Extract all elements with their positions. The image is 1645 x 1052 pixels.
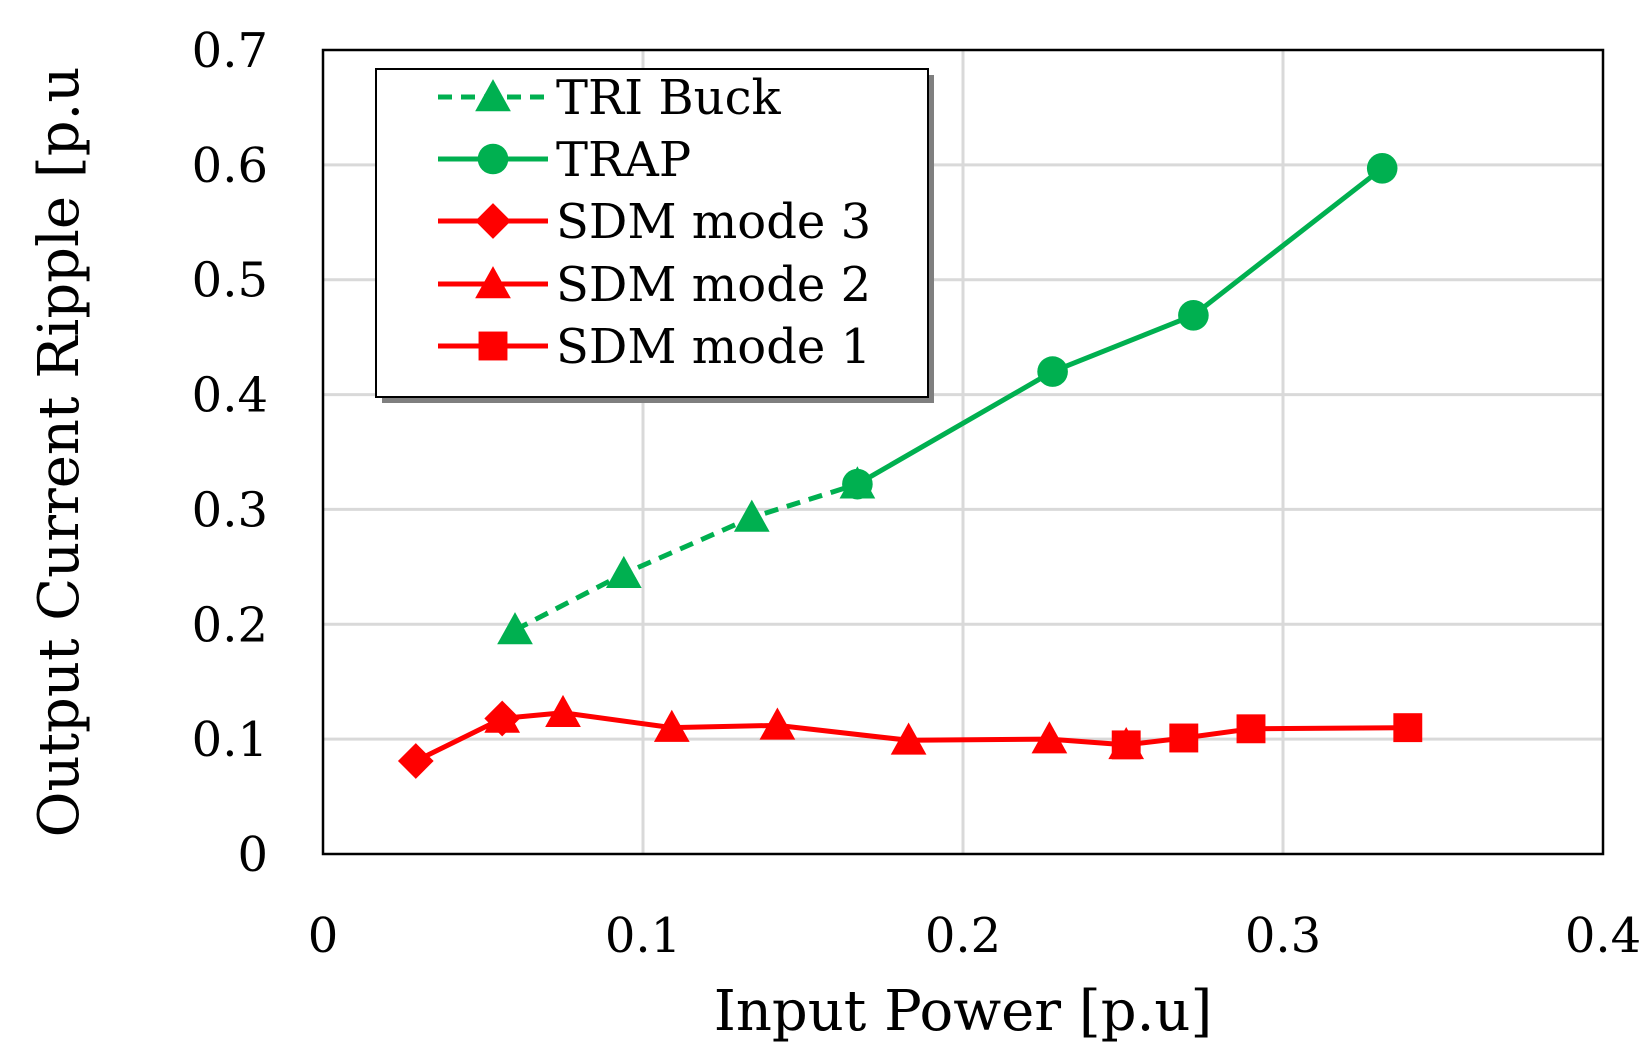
legend-item-trap: TRAP xyxy=(438,132,691,188)
data-point xyxy=(497,612,533,645)
plot-area xyxy=(321,48,1605,856)
series-trap xyxy=(842,153,1398,500)
x-tick-label: 0.3 xyxy=(1245,908,1321,964)
data-point xyxy=(1111,730,1141,760)
legend-label: SDM mode 2 xyxy=(556,257,871,313)
data-point xyxy=(1031,721,1068,754)
data-point xyxy=(1236,714,1266,744)
data-point xyxy=(1169,723,1199,753)
x-axis-title: Input Power [p.u] xyxy=(714,979,1213,1044)
legend-box xyxy=(375,68,929,398)
data-point xyxy=(397,743,434,779)
data-point xyxy=(1178,300,1209,331)
data-point xyxy=(545,694,581,728)
data-point xyxy=(653,709,690,742)
legend-item-tri-buck: TRI Buck xyxy=(438,70,781,126)
y-tick-label: 0.6 xyxy=(192,138,268,194)
data-point xyxy=(759,707,796,740)
data-point xyxy=(842,468,873,500)
legend-label: SDM mode 3 xyxy=(556,194,871,250)
y-tick-label: 0.7 xyxy=(192,23,268,79)
y-tick-label: 0.3 xyxy=(192,482,268,538)
legend-marker xyxy=(475,266,511,299)
legend-item-sdm-mode-1: SDM mode 1 xyxy=(438,319,871,375)
data-point xyxy=(484,700,521,733)
data-point xyxy=(1037,356,1068,387)
tick-labels: 0 0.1 0.2 0.3 0.4 0.5 0.6 0.7 0 0.1 0.2 0.3 0.4 xyxy=(192,23,1642,964)
data-point xyxy=(733,499,770,532)
series-line xyxy=(513,481,859,633)
data-point xyxy=(890,722,927,755)
legend-item-sdm-mode-2: SDM mode 2 xyxy=(438,257,871,313)
series-line xyxy=(414,716,504,764)
legend: TRI Buck TRAP SDM mode 3 SDM mode 2 SDM mode… xyxy=(375,68,934,403)
series-line xyxy=(856,166,1384,487)
y-tick-label: 0.5 xyxy=(192,253,268,309)
series-layer xyxy=(397,153,1423,779)
data-point xyxy=(1366,153,1398,184)
y-tick-label: 0 xyxy=(237,827,268,883)
x-tick-label: 0.4 xyxy=(1565,908,1641,964)
data-point xyxy=(605,555,642,589)
series-sdm-mode-1 xyxy=(1111,713,1423,760)
legend-label: TRI Buck xyxy=(556,70,781,126)
legend-marker xyxy=(475,79,511,112)
data-point xyxy=(1393,713,1423,743)
legend-items: TRI Buck TRAP SDM mode 3 SDM mode 2 SDM mode… xyxy=(438,70,871,375)
series-sdm-mode-2 xyxy=(484,694,1145,760)
x-tick-label: 0.2 xyxy=(925,908,1001,964)
y-axis-title: Output Current Ripple [p.u xyxy=(27,67,92,838)
legend-label: TRAP xyxy=(556,132,691,188)
x-tick-label: 0.1 xyxy=(605,908,681,964)
legend-marker xyxy=(475,203,511,239)
legend-marker xyxy=(478,331,508,361)
legend-marker xyxy=(477,143,509,175)
legend-item-sdm-mode-3: SDM mode 3 xyxy=(438,194,871,250)
x-tick-label: 0 xyxy=(308,908,339,964)
y-tick-label: 0.1 xyxy=(192,712,268,768)
y-tick-label: 0.4 xyxy=(192,368,268,424)
series-line xyxy=(1125,725,1408,748)
legend-label: SDM mode 1 xyxy=(556,319,871,375)
y-tick-label: 0.2 xyxy=(192,597,268,653)
